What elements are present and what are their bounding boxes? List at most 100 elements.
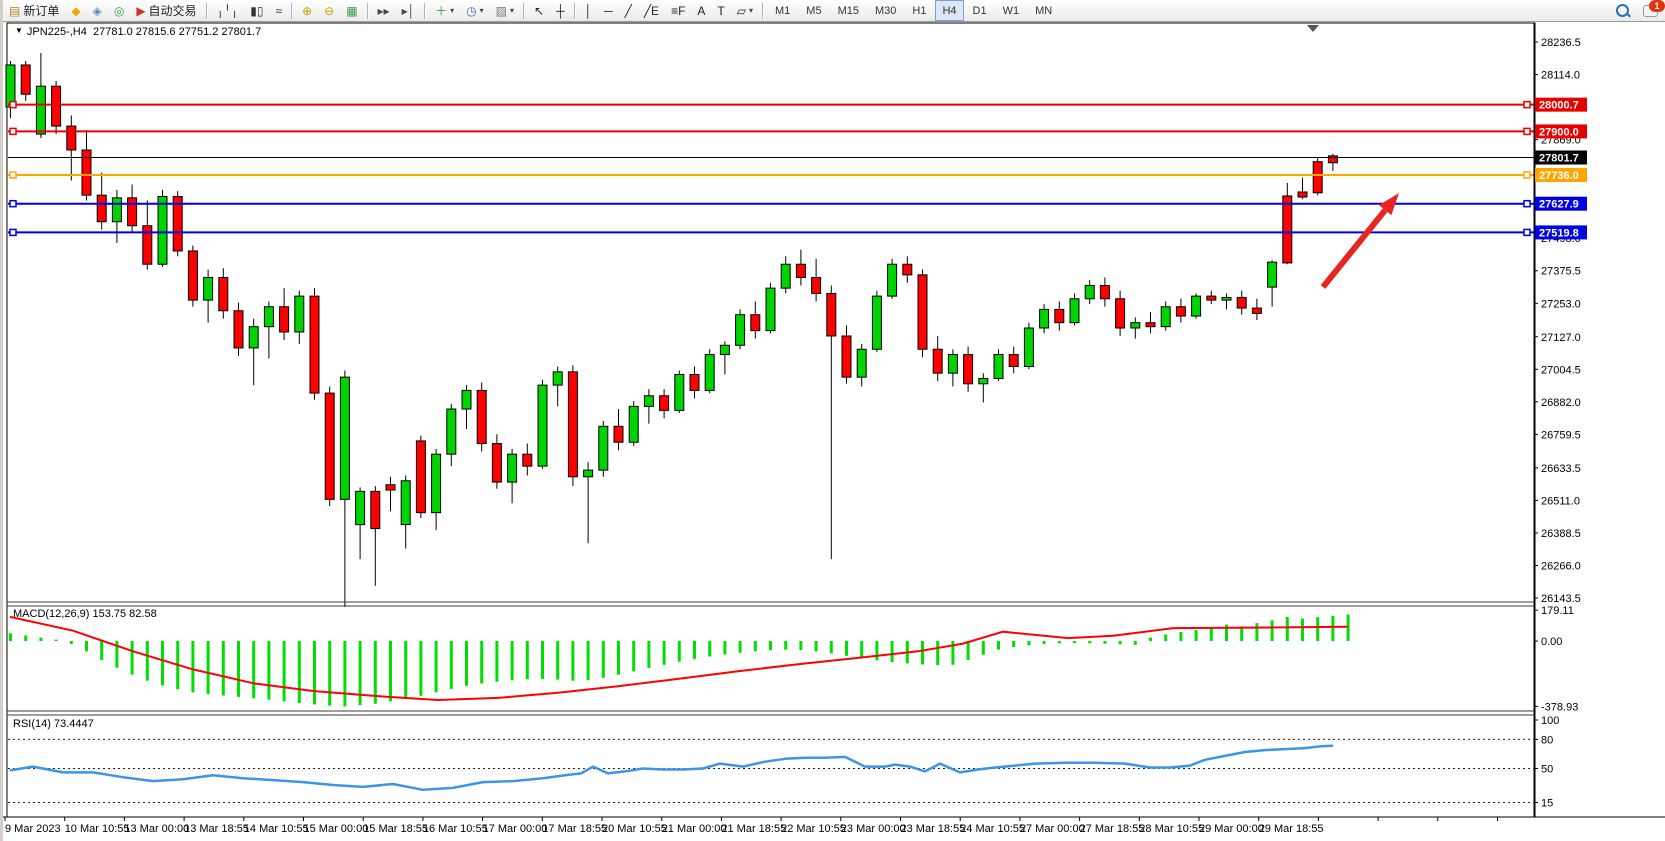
chart-menu-icon[interactable]: ▼	[15, 26, 23, 35]
line-endpoint-marker[interactable]	[1523, 127, 1531, 136]
candle-body	[279, 306, 290, 333]
candle-body	[1099, 284, 1110, 300]
zoom-out-button[interactable]: ⊖	[319, 0, 339, 21]
zoom-in-button[interactable]: ⊕	[297, 0, 317, 21]
candle-body	[1221, 296, 1232, 301]
new-order-button[interactable]: ▤ 新订单	[4, 0, 64, 21]
fibonacci-button[interactable]: ≡F	[666, 0, 690, 21]
time-axis-label: 21 Mar 00:00	[662, 823, 727, 835]
candlestick-chart-button[interactable]: ▮▯	[245, 0, 268, 21]
candle-body	[841, 335, 852, 378]
trendline-button[interactable]: ╱	[620, 0, 637, 21]
candle-body	[491, 443, 502, 483]
candle-body	[1267, 261, 1278, 288]
time-axis-label: 15 Mar 18:55	[363, 823, 428, 835]
price-label-text: 27519.8	[1539, 227, 1579, 239]
rsi-axis-label: 100	[1541, 715, 1559, 727]
toolbar: ▤ 新订单 ◆ ◈ ◎ ▶ 自动交易 ╷╵╷ ▮▯ ≈ ⊕ ⊖ ▦ ▸▸ ▸│ ＋ ▾ ◷ ▾ ▨ ▾ ↖ ┼ │ ─ ╱ ╱E ≡F…	[3, 0, 1665, 22]
toolbar-separator	[366, 2, 369, 19]
time-axis-label: 9 Mar 2023	[5, 823, 61, 835]
line-chart-icon: ≈	[275, 3, 283, 18]
dropdown-arrow-icon[interactable]: ▾	[749, 6, 754, 15]
candle-body	[187, 250, 198, 301]
periods-button[interactable]: ◷ ▾	[461, 0, 489, 21]
timeframe-m5[interactable]: M5	[806, 4, 822, 17]
templates-button[interactable]: ▨ ▾	[491, 0, 519, 21]
candle-body	[963, 354, 974, 385]
candle-body	[826, 292, 837, 337]
time-axis-label: 21 Mar 18:55	[721, 823, 786, 835]
text-label-icon: T	[717, 3, 725, 18]
chart-shift-button[interactable]: ▸│	[397, 0, 421, 21]
line-endpoint-marker[interactable]	[1523, 100, 1531, 109]
shapes-button[interactable]: ▱ ▾	[732, 0, 758, 21]
tile-windows-button[interactable]: ▦	[341, 0, 362, 21]
dropdown-arrow-icon[interactable]: ▾	[450, 6, 455, 15]
candle-body	[142, 225, 153, 265]
candle-body	[780, 263, 791, 289]
line-endpoint-marker[interactable]	[9, 171, 17, 179]
timeframe-w1[interactable]: W1	[1002, 4, 1020, 17]
vertical-line-button[interactable]: │	[580, 0, 598, 21]
timeframe-m30[interactable]: M30	[874, 4, 897, 17]
price-label-box	[1535, 124, 1587, 139]
search-icon[interactable]	[1616, 4, 1629, 17]
text-button[interactable]: A	[692, 0, 710, 21]
candle-body	[522, 453, 533, 467]
rsi-axis-label: 50	[1541, 764, 1553, 776]
chart-shift-icon: ▸│	[401, 3, 416, 18]
time-axis-label: 27 Mar 18:55	[1080, 823, 1145, 835]
toolbar-group: │ ─ ╱ ╱E ≡F A T ▱ ▾	[579, 0, 759, 21]
timeframe-d1[interactable]: D1	[972, 4, 987, 17]
chart-canvas[interactable]: 28236.528114.027991.527869.027746.527624…	[3, 0, 1665, 841]
auto-scroll-button[interactable]: ▸▸	[373, 0, 395, 21]
line-endpoint-marker[interactable]	[9, 228, 17, 237]
autotrading-button[interactable]: ▶ 自动交易	[131, 0, 201, 21]
timeframe-m15[interactable]: M15	[837, 4, 859, 17]
annotation-arrow-line[interactable]	[1320, 208, 1388, 289]
chat-icon[interactable]: 1	[1643, 0, 1665, 17]
candle-body	[263, 306, 274, 328]
profile-button[interactable]: ◈	[88, 0, 107, 21]
crosshair-button[interactable]: ┼	[551, 0, 570, 21]
crosshair-icon: ┼	[556, 3, 565, 18]
line-endpoint-marker[interactable]	[1523, 199, 1531, 208]
candle-body	[35, 85, 46, 135]
annotation-arrow-head[interactable]	[1378, 193, 1399, 216]
text-label-button[interactable]: T	[712, 0, 729, 21]
signals-icon: ◎	[113, 3, 125, 18]
bar-chart-button[interactable]: ╷╵╷	[212, 0, 244, 21]
toolbar-group: ＋ ▾ ◷ ▾ ▨ ▾	[429, 0, 520, 21]
price-label-box	[1535, 97, 1587, 112]
indicators-icon: ＋	[435, 3, 448, 18]
candle-body	[248, 326, 259, 349]
rsi-axis-label: 80	[1541, 734, 1553, 746]
signals-button[interactable]: ◎	[109, 0, 129, 21]
line-endpoint-marker[interactable]	[1523, 228, 1531, 237]
line-endpoint-marker[interactable]	[9, 199, 17, 208]
candle-body	[613, 425, 624, 443]
time-axis-label: 22 Mar 10:55	[781, 823, 846, 835]
line-chart-button[interactable]: ≈	[270, 0, 287, 21]
timeframe-m1[interactable]: M1	[775, 4, 791, 17]
candle-body	[1282, 195, 1293, 264]
timeframe-h1[interactable]: H1	[912, 4, 927, 17]
line-endpoint-marker[interactable]	[1523, 171, 1531, 179]
timeframe-h4[interactable]: H4	[935, 0, 964, 21]
chart-shift-marker-icon[interactable]	[1307, 25, 1319, 32]
line-endpoint-marker[interactable]	[9, 127, 17, 136]
candle-body	[795, 263, 806, 279]
time-axis-label: 29 Mar 00:00	[1199, 823, 1264, 835]
line-endpoint-marker[interactable]	[9, 100, 17, 109]
chart-layout-button[interactable]: ◆	[66, 0, 85, 21]
cursor-button[interactable]: ↖	[529, 0, 549, 21]
dropdown-arrow-icon[interactable]: ▾	[479, 6, 484, 15]
horizontal-line-button[interactable]: ─	[599, 0, 618, 21]
dropdown-arrow-icon[interactable]: ▾	[509, 6, 514, 15]
candle-body	[689, 373, 700, 391]
channel-button[interactable]: ╱E	[639, 0, 664, 21]
candle-body	[1297, 191, 1308, 198]
timeframe-mn[interactable]: MN	[1035, 4, 1053, 17]
indicators-button[interactable]: ＋ ▾	[430, 0, 459, 21]
